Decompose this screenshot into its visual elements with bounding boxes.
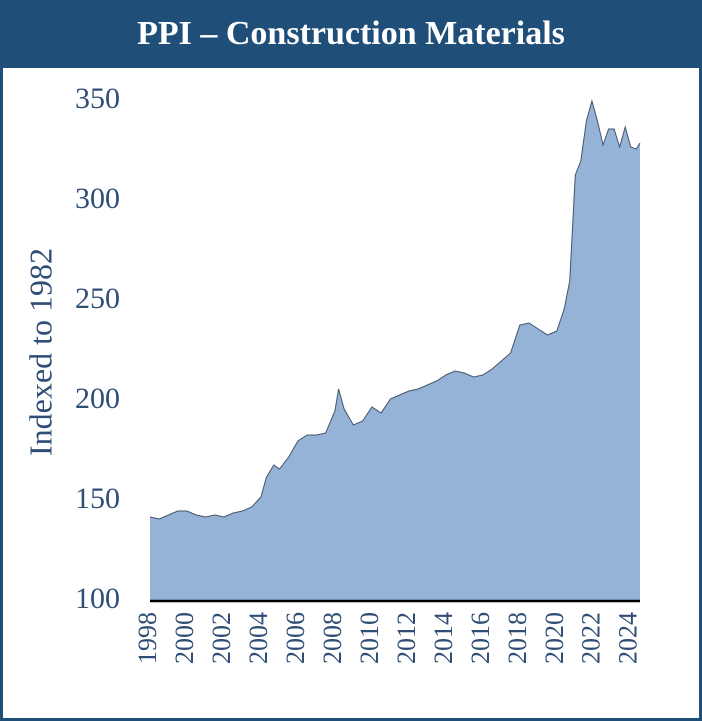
y-tick-label: 350 [75,82,120,115]
x-tick-label: 2016 [466,612,495,664]
x-tick-label: 1998 [133,612,162,664]
x-tick-label: 2010 [355,612,384,664]
x-tick-label: 2020 [540,612,569,664]
title-bar [0,0,702,68]
y-tick-label: 300 [75,182,120,215]
area [150,101,640,601]
x-tick-label: 2018 [503,612,532,664]
x-tick-label: 2006 [281,612,310,664]
y-tick-label: 100 [75,582,120,615]
y-axis-label: Indexed to 1982 [22,248,58,456]
x-tick-label: 2008 [318,612,347,664]
x-tick-label: 2004 [244,612,273,664]
y-tick-label: 200 [75,382,120,415]
area-line [149,99,641,520]
x-tick-label: 2012 [392,612,421,664]
y-tick-label: 150 [75,482,120,515]
x-tick-label: 2022 [577,612,606,664]
y-tick-label: 250 [75,282,120,315]
x-tick-label: 2024 [614,612,643,664]
chart-title: PPI – Construction Materials [137,15,565,52]
x-tick-label: 2000 [170,612,199,664]
x-tick-label: 2002 [207,612,236,664]
x-tick-label: 2014 [429,612,458,664]
